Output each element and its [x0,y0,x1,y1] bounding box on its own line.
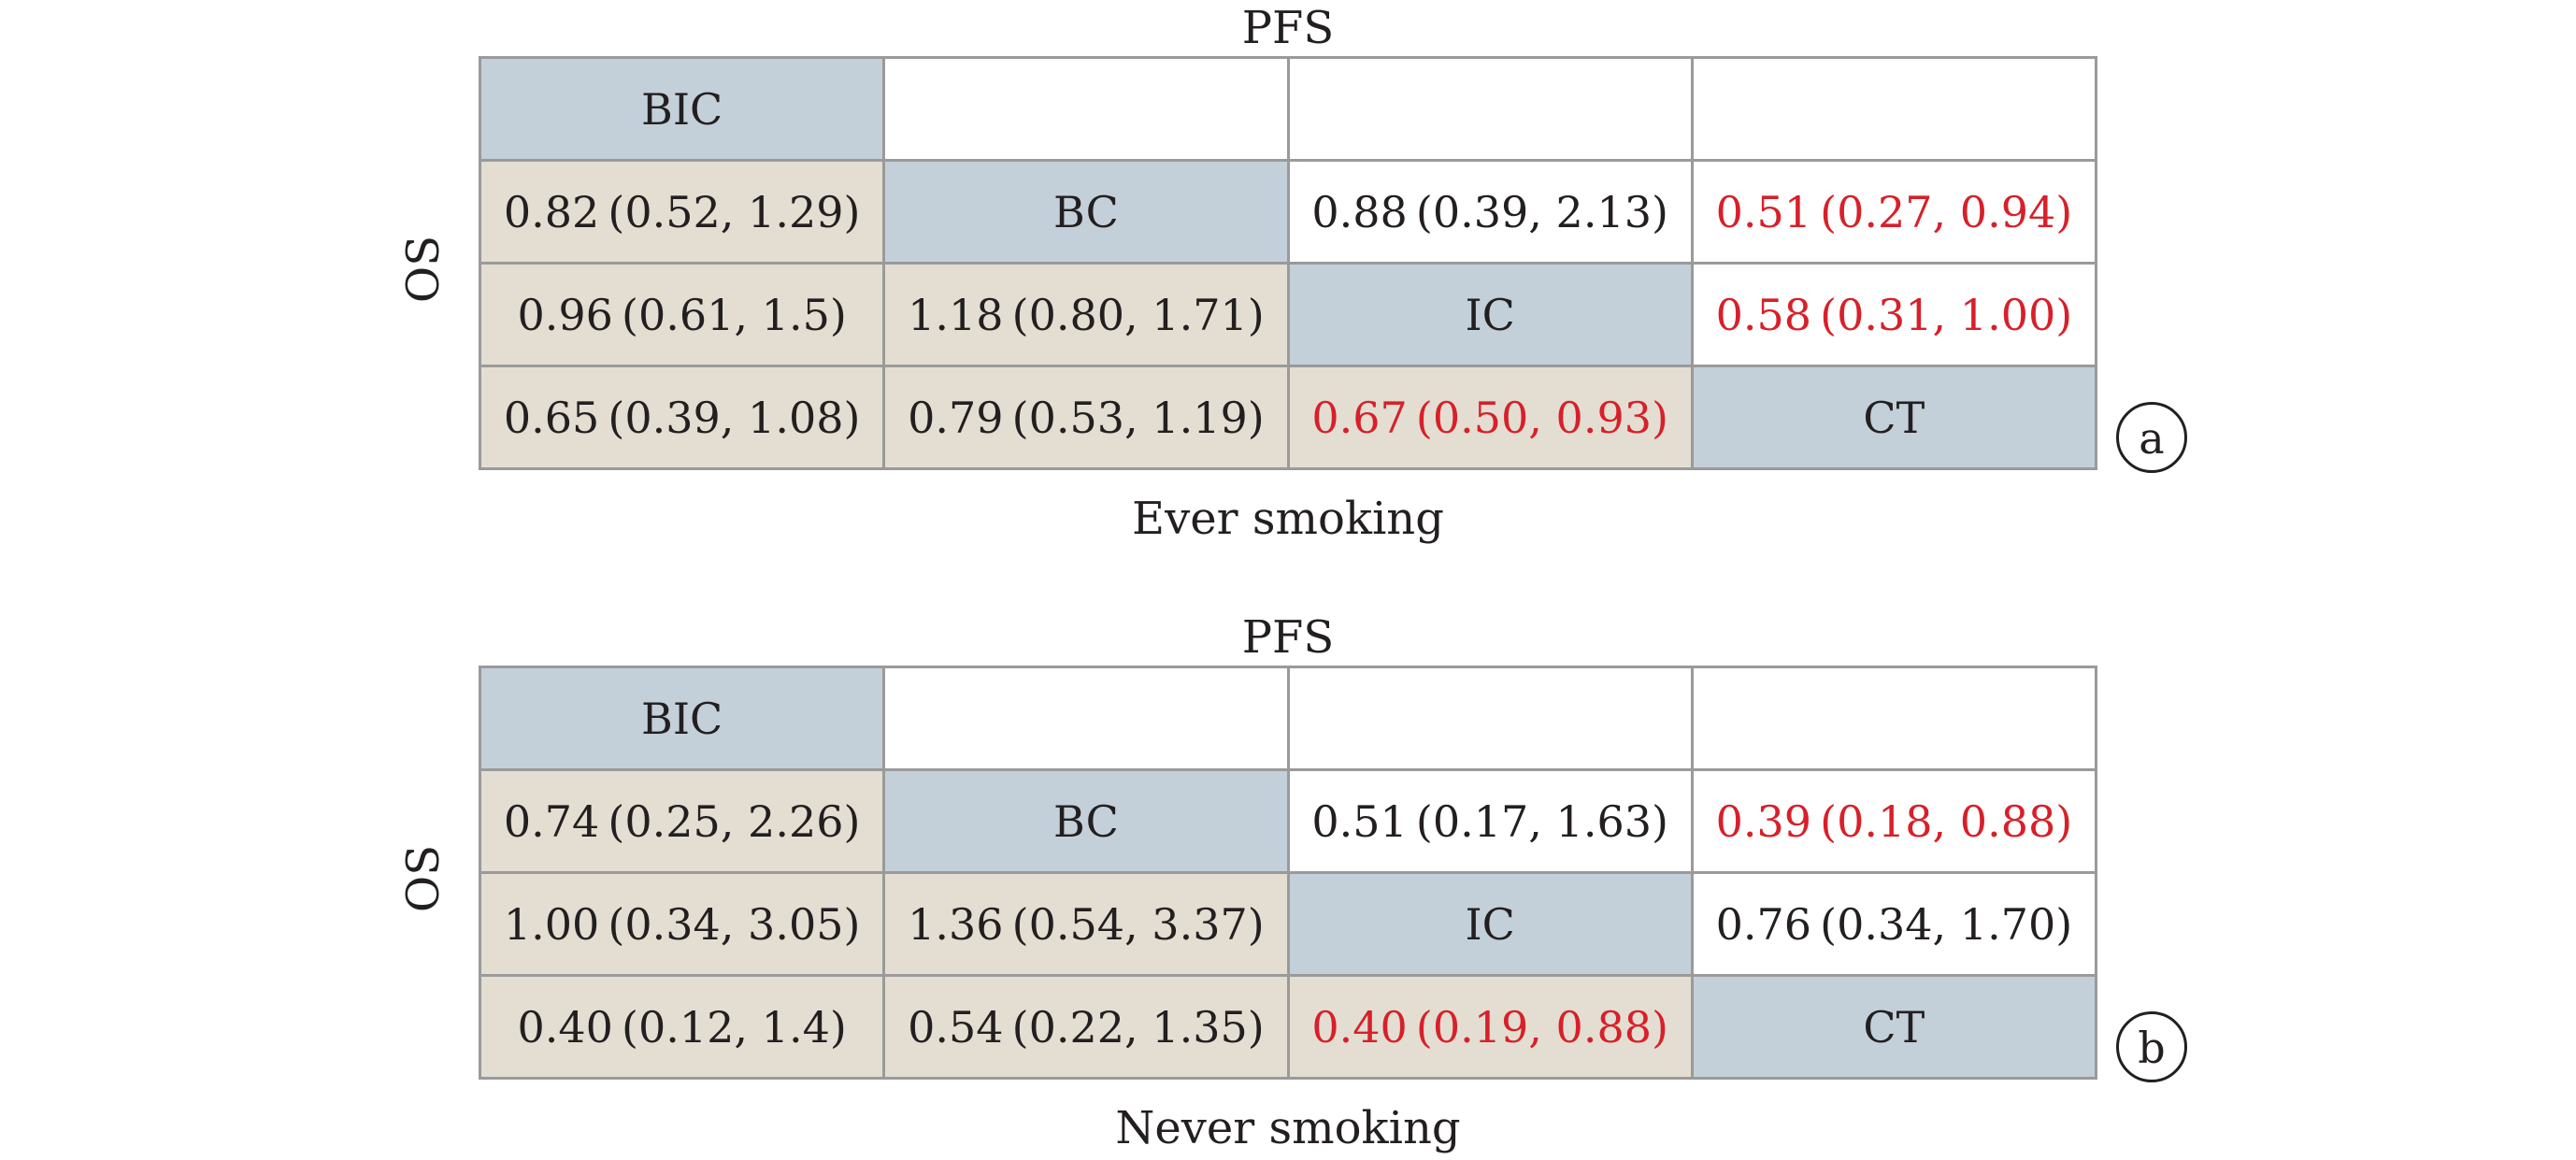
estimate-cell [882,666,1290,771]
estimate-cell: 0.40 (0.19, 0.88) [1286,974,1694,1080]
bottom-label: Ever smoking [1132,493,1444,545]
top-label-pfs: PFS [1241,2,1335,54]
estimate-cell: 0.54 (0.22, 1.35) [882,974,1290,1080]
estimate-cell: 0.40 (0.12, 1.4) [478,974,886,1080]
estimate-cell: 0.51 (0.27, 0.94) [1690,159,2098,265]
estimate-cell: 0.74 (0.25, 2.26) [478,768,886,874]
treatment-cell: BC [882,159,1290,265]
table-row: 0.82 (0.52, 1.29) BC 0.88 (0.39, 2.13) 0.51… [478,159,2098,265]
estimate-cell: 0.76 (0.34, 1.70) [1690,871,2098,977]
estimate-cell: 0.82 (0.52, 1.29) [478,159,886,265]
side-label-os: OS [397,844,450,913]
side-label-os: OS [397,235,450,304]
estimate-cell [882,56,1290,162]
treatment-cell: CT [1690,974,2098,1080]
estimate-cell: 0.88 (0.39, 2.13) [1286,159,1694,265]
panel-badge-b: b [2116,1011,2187,1082]
estimate-cell: 0.58 (0.31, 1.00) [1690,262,2098,367]
treatment-cell: IC [1286,871,1694,977]
bottom-label: Never smoking [1115,1102,1461,1154]
estimate-cell: 0.39 (0.18, 0.88) [1690,768,2098,874]
table-row: 0.40 (0.12, 1.4) 0.54 (0.22, 1.35) 0.40 (0… [478,974,2098,1080]
estimate-cell: 0.65 (0.39, 1.08) [478,365,886,470]
estimate-cell: 0.79 (0.53, 1.19) [882,365,1290,470]
estimate-cell: 1.36 (0.54, 3.37) [882,871,1290,977]
estimate-cell: 1.18 (0.80, 1.71) [882,262,1290,367]
table-row: 1.00 (0.34, 3.05) 1.36 (0.54, 3.37) IC 0.76… [478,871,2098,977]
league-table: BIC 0.74 (0.25, 2.26) BC 0.51 (0.17, 1.63) 0… [478,666,2098,1080]
treatment-cell: CT [1690,365,2098,470]
table-row: 0.74 (0.25, 2.26) BC 0.51 (0.17, 1.63) 0.39… [478,768,2098,874]
table-row: 0.96 (0.61, 1.5) 1.18 (0.80, 1.71) IC 0.58 … [478,262,2098,367]
estimate-cell [1286,666,1694,771]
estimate-cell: 1.00 (0.34, 3.05) [478,871,886,977]
table-row: BIC [478,666,2098,771]
panel-badge-a: a [2116,402,2187,473]
table-row: 0.65 (0.39, 1.08) 0.79 (0.53, 1.19) 0.67 (… [478,365,2098,470]
treatment-cell: BIC [478,666,886,771]
league-table: BIC 0.82 (0.52, 1.29) BC 0.88 (0.39, 2.13) 0… [478,56,2098,470]
estimate-cell [1690,666,2098,771]
treatment-cell: BC [882,768,1290,874]
estimate-cell: 0.96 (0.61, 1.5) [478,262,886,367]
top-label-pfs: PFS [1241,611,1335,664]
treatment-cell: BIC [478,56,886,162]
estimate-cell: 0.51 (0.17, 1.63) [1286,768,1694,874]
estimate-cell [1286,56,1694,162]
estimate-cell: 0.67 (0.50, 0.93) [1286,365,1694,470]
treatment-cell: IC [1286,262,1694,367]
estimate-cell [1690,56,2098,162]
table-row: BIC [478,56,2098,162]
